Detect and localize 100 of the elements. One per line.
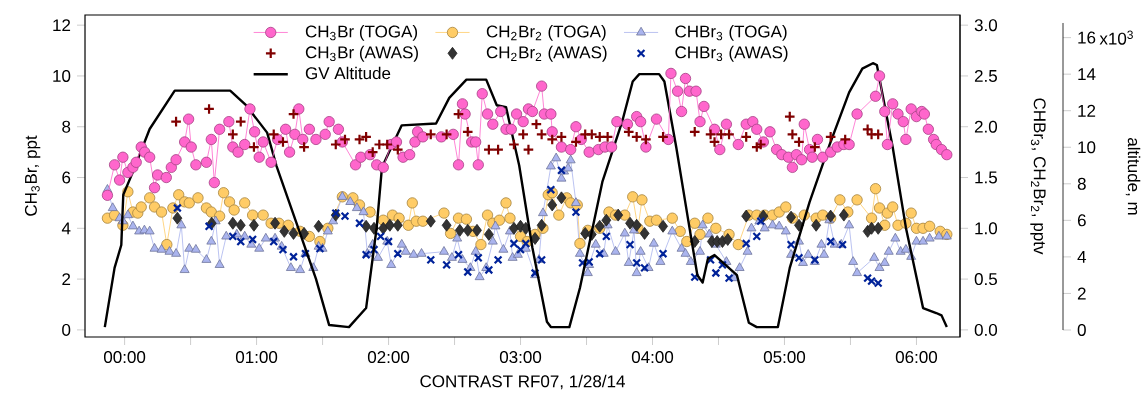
y-tick-label: 4 [61, 222, 71, 235]
point [706, 255, 716, 265]
point [248, 234, 258, 244]
x-tick-label: 04:00 [631, 351, 674, 364]
y2-tick-label: 0.5 [974, 273, 998, 286]
point [750, 141, 763, 153]
y-tick-label: 10 [53, 69, 71, 82]
point [640, 133, 652, 146]
point [484, 265, 494, 275]
point [783, 110, 796, 123]
point [227, 216, 238, 230]
point [267, 128, 280, 141]
y3-tick-label: 2 [1077, 287, 1086, 300]
point [355, 218, 365, 228]
point [838, 208, 849, 222]
point [353, 133, 366, 146]
point [442, 260, 452, 270]
point [329, 138, 342, 151]
point [658, 249, 668, 259]
point [269, 237, 279, 247]
point [811, 218, 822, 232]
point [384, 218, 395, 232]
point [522, 143, 535, 156]
point [426, 255, 436, 265]
point [547, 198, 558, 212]
x-tick-label: 02:00 [367, 351, 410, 364]
x-tick-label: 00:00 [103, 351, 146, 364]
point [546, 185, 556, 195]
y-tick-label: 6 [62, 171, 71, 184]
point [873, 221, 884, 235]
point [278, 245, 288, 255]
y3-axis-title: altitude, m [1125, 138, 1141, 215]
point [794, 253, 804, 263]
legend-label: CHBr$_{3}$ (TOGA) [675, 25, 787, 41]
point [234, 115, 247, 128]
line-series [103, 62, 949, 329]
point [204, 221, 214, 231]
point [228, 231, 238, 241]
point [289, 252, 299, 262]
point [863, 273, 873, 283]
point [376, 231, 386, 241]
y-tick-label: 8 [62, 120, 71, 133]
y3-tick-label: 8 [1077, 177, 1086, 190]
point [298, 141, 310, 153]
point [493, 255, 503, 265]
point [170, 115, 182, 128]
point [235, 218, 246, 232]
point [279, 224, 290, 238]
point [601, 231, 611, 241]
point [249, 218, 259, 232]
y3-tick-label: 14 [1078, 68, 1096, 81]
point [625, 240, 635, 250]
point [535, 128, 548, 141]
y3-tick-label: 4 [1077, 251, 1087, 263]
point [203, 103, 215, 115]
legend-label: CH$_{3}$Br (TOGA) [305, 25, 418, 41]
point [601, 213, 612, 227]
y3-tick-label: 16 [1078, 31, 1096, 44]
point [425, 214, 436, 228]
point [516, 245, 526, 255]
point [521, 239, 531, 249]
y2-tick-label: 2.5 [974, 69, 998, 82]
point [724, 273, 734, 283]
point [441, 218, 452, 232]
x-tick-label: 05:00 [763, 351, 806, 364]
x-tick-label: 03:00 [499, 351, 542, 364]
point [440, 128, 453, 141]
point [556, 191, 567, 205]
point [752, 231, 762, 241]
point [786, 240, 796, 250]
point [717, 260, 727, 270]
legend-label: CH$_{2}$Br$_{2}$ (AWAS) [486, 45, 607, 62]
point [236, 237, 246, 247]
point [277, 136, 289, 148]
point [392, 218, 403, 232]
point [454, 223, 465, 237]
legend-label: CHBr$_{3}$ (AWAS) [675, 45, 788, 62]
point [361, 219, 372, 233]
point [393, 249, 403, 259]
y-tick-label: 12 [53, 19, 71, 32]
point [509, 239, 519, 249]
point [632, 258, 642, 268]
y2-tick-label: 3.0 [974, 19, 998, 32]
point [472, 223, 482, 237]
point [690, 272, 700, 282]
point [369, 245, 379, 255]
point [287, 108, 300, 120]
y-axis-title: CH$_{3}$Br, ppt [24, 135, 41, 216]
point [172, 211, 183, 225]
point [452, 108, 465, 120]
point [381, 138, 394, 151]
point [473, 253, 483, 263]
point [639, 226, 650, 240]
point [595, 249, 605, 259]
point [299, 226, 309, 240]
point [172, 203, 182, 213]
point [658, 219, 668, 233]
y2-tick-label: 1.5 [975, 171, 998, 184]
point [530, 232, 540, 245]
point [248, 141, 260, 153]
